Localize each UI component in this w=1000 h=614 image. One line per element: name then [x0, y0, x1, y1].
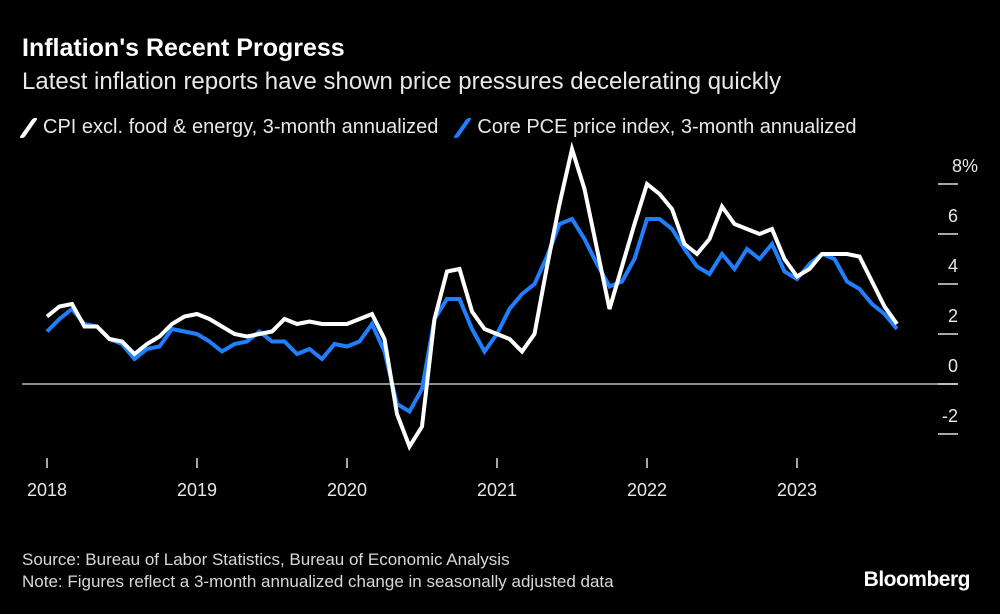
methodology-note: Note: Figures reflect a 3-month annualiz… [22, 572, 614, 591]
x-tick-label: 2019 [177, 480, 217, 500]
legend-item-cpi: CPI excl. food & energy, 3-month annuali… [18, 116, 439, 139]
legend-item-pce: Core PCE price index, 3-month annualized [453, 116, 857, 139]
y-tick-label: 8% [952, 156, 978, 176]
x-tick-label: 2023 [777, 480, 817, 500]
y-tick-label: 2 [948, 306, 958, 326]
x-tick-label: 2018 [27, 480, 67, 500]
y-tick-label: 4 [948, 256, 958, 276]
y-tick-label: -2 [942, 406, 958, 426]
legend-label-cpi: CPI excl. food & energy, 3-month annuali… [43, 116, 439, 138]
series-line-pce [45, 216, 899, 415]
series-line-cpi [45, 141, 899, 451]
bloomberg-logo: Bloomberg [863, 568, 971, 591]
x-tick-label: 2020 [327, 480, 367, 500]
chart-title: Inflation's Recent Progress [22, 34, 345, 62]
y-tick-label: 6 [948, 206, 958, 226]
source-note: Source: Bureau of Labor Statistics, Bure… [22, 550, 510, 569]
x-tick-label: 2022 [627, 480, 667, 500]
x-tick-label: 2021 [477, 480, 517, 500]
chart-subtitle: Latest inflation reports have shown pric… [22, 68, 782, 95]
legend: CPI excl. food & energy, 3-month annuali… [18, 116, 857, 139]
y-tick-label: 0 [948, 356, 958, 376]
legend-label-pce: Core PCE price index, 3-month annualized [477, 116, 857, 138]
